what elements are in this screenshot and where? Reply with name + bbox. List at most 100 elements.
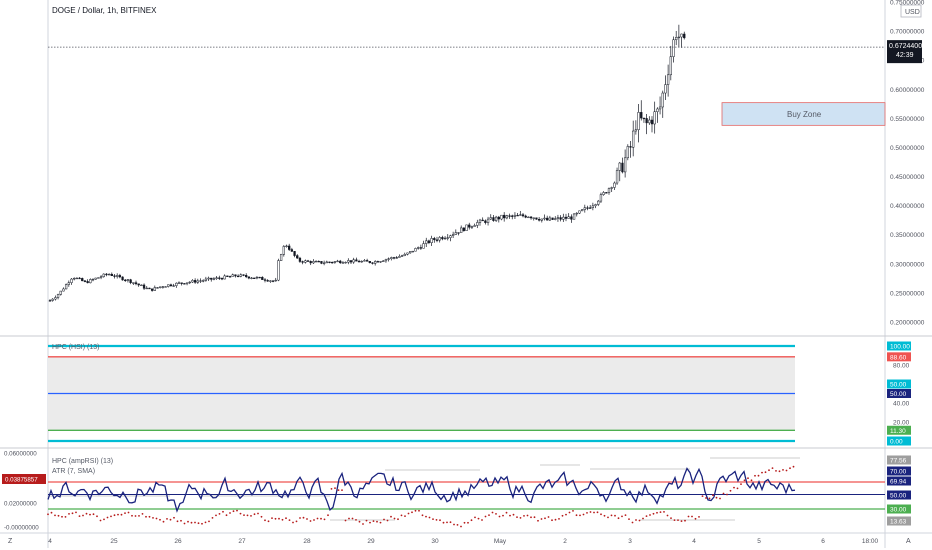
candle-down: [110, 273, 113, 276]
countdown-value: 42:39: [896, 52, 914, 59]
atr-dot: [428, 516, 431, 519]
atr-dot: [271, 517, 273, 519]
candle-up: [648, 119, 651, 124]
candle-up: [556, 217, 560, 219]
atr-dot: [50, 511, 53, 514]
atr-dot: [201, 522, 203, 525]
amp-value-label: 30.00: [890, 507, 907, 514]
amp-value-badge: [887, 455, 911, 465]
atr-dot: [85, 512, 88, 515]
candle-up: [613, 182, 616, 188]
atr-dot: [467, 521, 469, 524]
candle-up: [126, 279, 130, 281]
atr-dot: [397, 518, 399, 521]
atr-dot: [358, 520, 361, 523]
atr-dot: [593, 511, 595, 514]
atr-dot: [134, 515, 137, 517]
auto-scale-a[interactable]: A: [906, 538, 911, 545]
amp-right-axis[interactable]: 77.56 70.00 69.94 50.00 30.00 13.63: [887, 455, 911, 526]
amp-left-axis[interactable]: 0.06000000 0.02000000 -0.00000000 0.0387585…: [2, 451, 46, 532]
atr-dot: [691, 515, 693, 518]
candle-up: [347, 260, 350, 263]
hsi-level-lines: [48, 344, 795, 443]
hsi-axis[interactable]: 100.0088.6080.0060.0050.0040.0020.0011.3…: [887, 341, 911, 446]
candle-down: [535, 217, 538, 220]
atr-dot: [82, 514, 84, 517]
candle-up: [56, 294, 60, 298]
candle-up: [540, 218, 543, 221]
candle-down: [218, 277, 221, 279]
atr-dot: [218, 513, 221, 515]
goto-date-z[interactable]: Z: [8, 538, 13, 545]
currency-label[interactable]: USD: [905, 9, 920, 16]
atr-dot: [61, 515, 63, 518]
atr-dot: [722, 492, 725, 495]
candle-up: [470, 226, 474, 228]
candle-down: [271, 280, 275, 282]
candle-up: [204, 278, 208, 281]
atr-dot: [369, 521, 371, 524]
candle-up: [62, 288, 65, 292]
atr-dot: [348, 517, 350, 520]
price-tick-label: 0.75000000: [890, 0, 925, 7]
atr-dot: [789, 467, 791, 470]
atr-dot: [750, 479, 753, 482]
candle-down: [298, 257, 302, 262]
atr-dot: [708, 497, 711, 500]
atr-dot: [99, 519, 102, 522]
candle-up: [602, 192, 605, 195]
time-tick-label: 18:00: [862, 538, 879, 545]
atr-dot: [470, 519, 473, 522]
atr-dot: [337, 489, 340, 491]
time-tick-label: 3: [628, 538, 632, 545]
price-tick-label: 0.20000000: [890, 320, 925, 327]
hsi-value-label: 50.00: [890, 382, 907, 389]
atr-dot: [523, 515, 525, 517]
atr-dot: [180, 519, 182, 522]
candle-down: [392, 257, 396, 259]
candle-up: [360, 260, 363, 263]
atr-dot: [243, 514, 245, 516]
hsi-value-label: 50.00: [890, 391, 907, 398]
hsi-title[interactable]: HPC (HSI) (13): [52, 344, 99, 351]
candle-up: [64, 284, 68, 290]
price-tick-label: 0.25000000: [890, 290, 925, 297]
candle-down: [484, 220, 487, 223]
candle-up: [167, 284, 170, 287]
atr-dot: [456, 524, 459, 526]
candle-up: [239, 274, 242, 277]
time-axis[interactable]: 4 25 26 27 28 29 30 May 2 3 4 5 6 18:00: [48, 538, 878, 545]
candle-up: [67, 282, 70, 285]
atr-dot: [365, 519, 368, 522]
candle-up: [403, 254, 406, 256]
hsi-tick-label: 40.00: [893, 401, 910, 408]
currency-box[interactable]: [900, 4, 922, 18]
atr-dot: [187, 520, 189, 523]
atr-dot: [712, 494, 714, 497]
atr-dot: [253, 513, 256, 516]
amp-left-tick: -0.00000000: [4, 525, 39, 532]
atr-dot: [586, 512, 588, 514]
atr-dot: [355, 519, 357, 521]
price-tick-label: 0.40000000: [890, 203, 925, 210]
amp-value-label: 69.94: [890, 479, 907, 486]
symbol-title[interactable]: DOGE / Dollar, 1h, BITFINEX: [52, 6, 157, 15]
candle-down: [537, 218, 541, 221]
atr-dot: [768, 469, 770, 472]
candle-down: [586, 207, 589, 209]
candle-down: [118, 275, 122, 278]
atr-dot: [211, 517, 214, 519]
candle-up: [473, 225, 476, 227]
atr-dot: [117, 513, 119, 516]
candle-down: [296, 255, 299, 259]
atr-dot: [124, 512, 126, 514]
price-axis[interactable]: 0.750000000.700000000.650000000.60000000…: [890, 0, 925, 327]
atr-dot: [372, 520, 375, 522]
candle-up: [145, 287, 148, 290]
hsi-tick-label: 20.00: [893, 420, 910, 427]
candle-up: [607, 188, 611, 193]
candle-down: [492, 217, 495, 221]
amp-title[interactable]: HPC (ampRSI) (13): [52, 458, 113, 465]
atr-dot: [670, 517, 672, 519]
amp-subtitle[interactable]: ATR (7, SMA): [52, 468, 95, 475]
